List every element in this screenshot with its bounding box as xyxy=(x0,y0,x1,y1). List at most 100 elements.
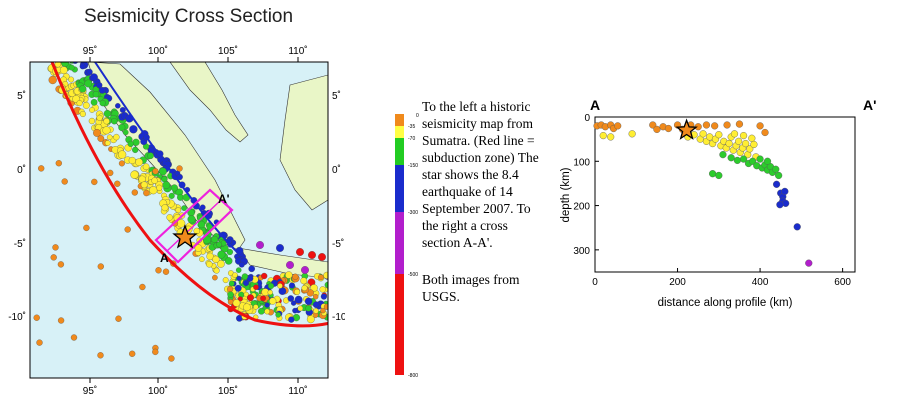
map-earthquake-dot xyxy=(72,62,79,64)
map-earthquake-dot xyxy=(151,177,158,184)
earthquake-point xyxy=(723,121,731,129)
map-earthquake-dot xyxy=(237,296,243,302)
map-earthquake-dot xyxy=(118,123,126,132)
map-earthquake-dot xyxy=(287,295,295,302)
map-earthquake-dot xyxy=(199,256,205,262)
lat-tick-left: 5˚ xyxy=(17,90,26,102)
map-earthquake-dot xyxy=(90,98,98,106)
colorbar-segment-150-300 xyxy=(395,165,404,212)
borneo-landmass xyxy=(279,74,328,211)
lat-tick-right: 5˚ xyxy=(332,90,341,102)
colorbar-label: -35 xyxy=(408,124,415,130)
earthquake-point xyxy=(739,131,748,140)
map-earthquake-dot xyxy=(122,129,129,136)
map-earthquake-dot xyxy=(227,286,234,293)
colorbar-label: 0 xyxy=(416,113,419,119)
map-earthquake-dot xyxy=(97,263,104,270)
map-earthquake-dot xyxy=(55,160,62,167)
map-earthquake-dot xyxy=(135,158,143,167)
map-earthquake-dot xyxy=(323,271,328,279)
map-earthquake-dot xyxy=(140,181,148,189)
colorbar-label: -300 xyxy=(408,210,418,216)
map-earthquake-dot xyxy=(292,307,298,314)
map-earthquake-dot xyxy=(320,307,326,314)
map-earthquake-dot xyxy=(88,117,96,125)
map-earthquake-dot xyxy=(50,254,57,261)
map-earthquake-dot xyxy=(104,140,111,146)
map-earthquake-dot xyxy=(199,204,206,211)
map-earthquake-dot xyxy=(212,274,218,281)
map-earthquake-dot xyxy=(269,297,277,305)
lat-tick-left: -5˚ xyxy=(14,238,26,250)
earthquake-point xyxy=(653,125,661,134)
map-earthquake-dot xyxy=(79,110,86,118)
map-earthquake-dot xyxy=(320,293,327,300)
earthquake-point xyxy=(742,139,750,148)
earthquake-point xyxy=(727,154,735,162)
y-tick-label: 200 xyxy=(573,202,590,213)
map-earthquake-dot xyxy=(68,76,75,83)
earthquake-point xyxy=(649,121,657,129)
lat-tick-right: -5˚ xyxy=(332,238,344,250)
map-earthquake-dot xyxy=(275,312,281,318)
map-earthquake-dot xyxy=(187,215,196,224)
y-tick-label: 100 xyxy=(573,157,590,168)
map-earthquake-dot xyxy=(176,173,183,181)
map-earthquake-dot xyxy=(177,194,184,201)
earthquake-point xyxy=(719,151,727,159)
lon-tick-top: 110˚ xyxy=(288,45,307,57)
map-earthquake-dot xyxy=(264,308,270,315)
map-earthquake-dot xyxy=(226,248,233,256)
map-earthquake-dot xyxy=(61,178,68,185)
map-earthquake-dot xyxy=(86,68,93,75)
map-earthquake-dot xyxy=(57,261,65,268)
map-earthquake-dot xyxy=(301,266,309,274)
earthquake-point xyxy=(748,134,756,142)
map-earthquake-dot xyxy=(227,291,234,298)
colorbar-label: -800 xyxy=(408,373,418,379)
map-earthquake-dot xyxy=(193,227,201,235)
map-earthquake-dot xyxy=(197,220,206,229)
x-tick-label: 600 xyxy=(834,277,851,288)
map-earthquake-dot xyxy=(288,316,295,323)
map-earthquake-dot xyxy=(175,207,182,214)
map-earthquake-dot xyxy=(139,283,146,291)
colorbar-segment-shallow xyxy=(395,114,404,126)
map-earthquake-dot xyxy=(117,150,127,159)
map-earthquake-dot xyxy=(313,294,319,300)
map-earthquake-dot xyxy=(68,62,71,63)
map-earthquake-dot xyxy=(98,86,106,94)
x-tick-label: 0 xyxy=(592,277,598,288)
map-earthquake-dot xyxy=(106,134,113,140)
colorbar-label: -70 xyxy=(408,136,415,142)
map-earthquake-dot xyxy=(306,315,315,324)
map-earthquake-dot xyxy=(33,314,40,321)
y-axis-label: depth (km) xyxy=(560,167,572,222)
map-earthquake-dot xyxy=(89,107,95,113)
map-earthquake-dot xyxy=(36,339,43,346)
profile-start-label: A xyxy=(590,97,600,113)
earthquake-point xyxy=(776,201,784,209)
map-earthquake-dot xyxy=(168,192,175,199)
earthquake-point xyxy=(725,139,733,148)
map-earthquake-dot xyxy=(248,265,255,273)
map-earthquake-dot xyxy=(211,235,219,243)
map-earthquake-dot xyxy=(235,267,242,273)
map-earthquake-dot xyxy=(96,82,103,89)
map-earthquake-dot xyxy=(83,224,90,232)
map-earthquake-dot xyxy=(89,73,98,82)
earthquake-point xyxy=(702,121,711,129)
map-earthquake-dot xyxy=(59,66,68,75)
colorbar-segment-300-500 xyxy=(395,212,404,274)
map-earthquake-dot xyxy=(97,352,104,359)
map-earthquake-dot xyxy=(57,317,65,324)
earthquake-point xyxy=(733,156,741,165)
map-earthquake-dot xyxy=(79,63,86,70)
map-earthquake-dot xyxy=(161,204,169,212)
map-earthquake-dot xyxy=(149,186,158,195)
map-earthquake-dot xyxy=(79,85,87,93)
seismicity-map: 95˚ 100˚ 105˚ 110˚ 95˚ 100˚ 105˚ 110˚ 5˚… xyxy=(8,45,345,397)
map-earthquake-dot xyxy=(128,156,136,165)
map-earthquake-dot xyxy=(304,297,313,306)
map-earthquake-dot xyxy=(227,299,234,305)
